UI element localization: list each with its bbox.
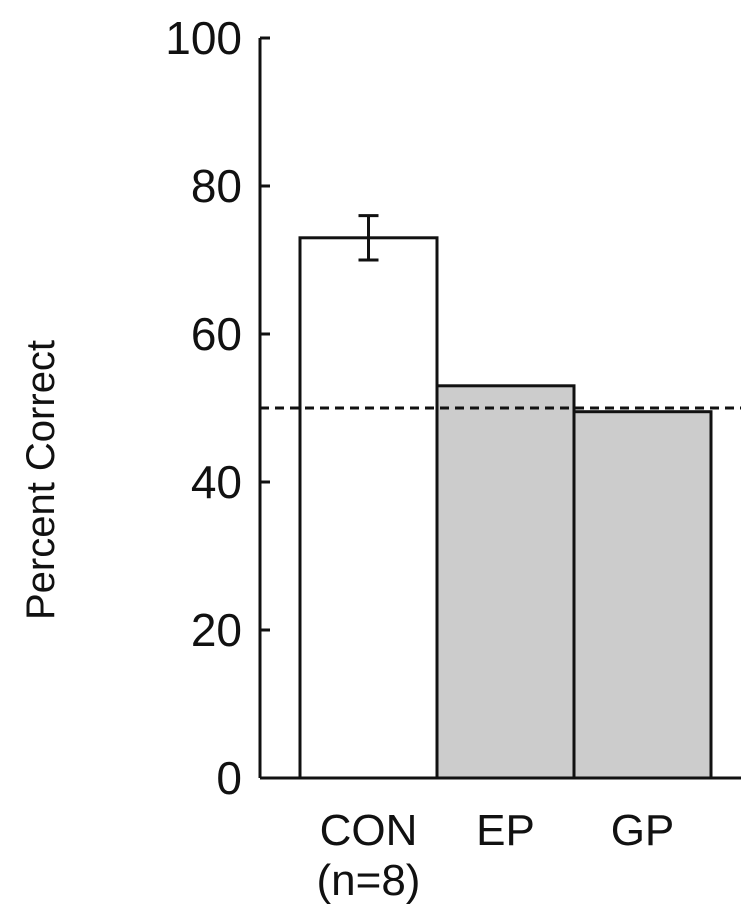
bar-gp (572, 410, 713, 780)
y-axis-title: Percent Correct (19, 340, 63, 620)
x-category-sublabel: (n=8) (317, 856, 421, 905)
y-tick-label: 40 (191, 456, 242, 508)
y-tick-label: 80 (191, 160, 242, 212)
bar-ep (435, 384, 576, 780)
x-category-label: GP (611, 806, 675, 855)
bar-con (298, 236, 439, 780)
y-tick-label: 20 (191, 604, 242, 656)
x-category-label: EP (476, 806, 535, 855)
y-tick-label: 0 (216, 752, 242, 804)
y-tick-label: 100 (165, 12, 242, 64)
x-category-label: CON (320, 806, 418, 855)
y-tick-label: 60 (191, 308, 242, 360)
